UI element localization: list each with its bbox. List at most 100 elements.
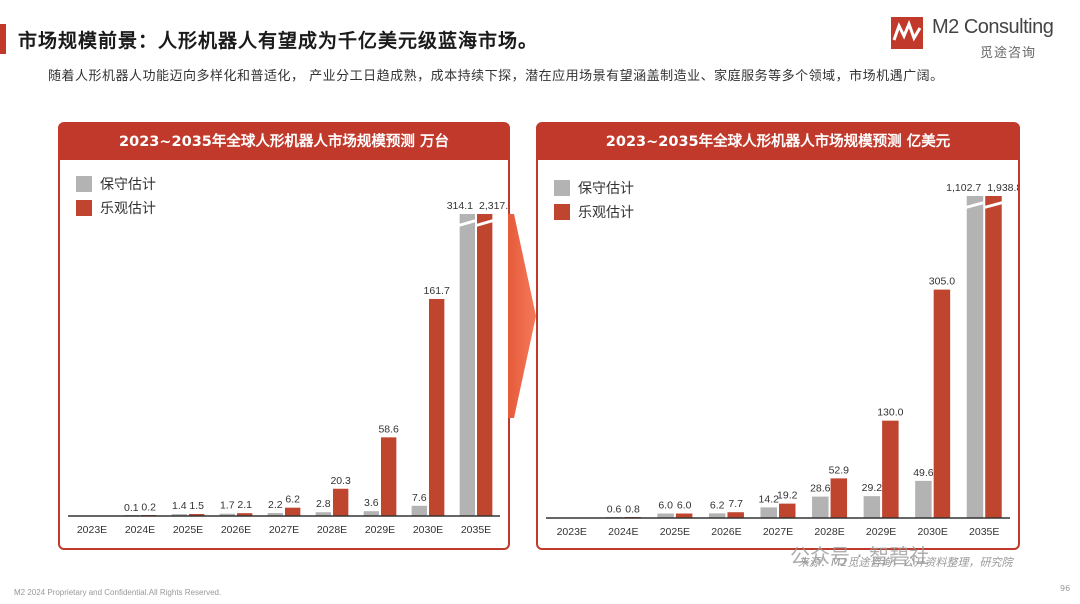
data-label: 0.6	[607, 504, 622, 516]
axis-break-mark	[476, 219, 494, 227]
page-title: 市场规模前景：人形机器人有望成为千亿美元级蓝海市场。	[18, 30, 539, 52]
legend-swatch	[76, 200, 92, 216]
x-tick-label: 2029E	[365, 524, 395, 536]
data-label: 29.2	[862, 482, 883, 494]
legend-swatch	[76, 176, 92, 192]
x-tick-label: 2026E	[221, 524, 251, 536]
bar	[459, 214, 475, 516]
x-tick-label: 2028E	[814, 526, 844, 538]
bar	[727, 512, 744, 518]
logo-text-en: M2 Consulting	[932, 16, 1054, 38]
data-label: 7.6	[412, 492, 427, 504]
bar	[760, 507, 777, 518]
legend-swatch	[554, 204, 570, 220]
legend-swatch	[554, 180, 570, 196]
source-note: 来源：M2觅途咨询，公开资料整理，研究院	[798, 556, 1013, 569]
bar	[189, 513, 205, 516]
x-tick-label: 2030E	[917, 526, 947, 538]
bar	[882, 420, 899, 518]
bar	[315, 512, 331, 516]
axis-break-mark	[984, 201, 1003, 209]
bar	[675, 513, 693, 518]
bar	[830, 478, 848, 518]
data-label: 2.2	[268, 499, 283, 511]
data-label: 0.2	[141, 502, 156, 514]
legend-label: 保守估计	[578, 180, 634, 196]
bar	[171, 514, 187, 516]
bar	[429, 298, 445, 516]
x-tick-label: 2027E	[763, 526, 793, 538]
x-tick-label: 2024E	[608, 526, 638, 538]
x-tick-label: 2030E	[413, 524, 443, 536]
data-label: 58.6	[378, 423, 399, 435]
x-tick-label: 2026E	[711, 526, 741, 538]
bar	[237, 513, 253, 516]
data-label: 2.1	[237, 499, 252, 511]
legend-label: 保守估计	[100, 176, 156, 192]
bar	[219, 513, 235, 516]
bar	[863, 496, 881, 518]
data-label: 1.7	[220, 500, 235, 512]
watermark-text: 公众号 · 智碧社	[790, 544, 930, 568]
legend-label: 乐观估计	[100, 200, 156, 216]
data-label: 1.4	[172, 500, 187, 512]
chart-title-revenue: 2023~2035年全球人形机器人市场规模预测 亿美元	[538, 124, 1018, 160]
x-tick-label: 2035E	[461, 524, 491, 536]
bar	[812, 496, 829, 518]
axis-break-mark	[458, 219, 476, 227]
bar	[915, 480, 932, 518]
data-label: 19.2	[777, 490, 798, 502]
data-label: 1.5	[189, 500, 204, 512]
bar	[933, 289, 951, 518]
data-label: 1,938.8	[987, 182, 1018, 194]
page-number: 96	[1060, 584, 1071, 593]
bar	[381, 437, 397, 516]
title-accent-bar	[0, 24, 6, 54]
logo-text-cn: 觅途咨询	[980, 46, 1037, 61]
legend-label: 乐观估计	[578, 204, 634, 220]
bar	[985, 196, 1002, 518]
data-label: 0.8	[625, 503, 640, 515]
data-label: 130.0	[877, 407, 903, 419]
bar	[657, 513, 674, 518]
data-label: 6.0	[677, 500, 692, 512]
x-tick-label: 2029E	[866, 526, 896, 538]
bar	[411, 505, 427, 516]
m2-logo-icon	[891, 17, 923, 49]
data-label: 314.1	[447, 200, 473, 212]
bar	[363, 511, 379, 516]
data-label: 20.3	[330, 475, 351, 487]
chart-panel-revenue: 2023~2035年全球人形机器人市场规模预测 亿美元 保守估计乐观估计 2023…	[536, 122, 1020, 550]
bar	[779, 503, 796, 518]
data-label: 49.6	[913, 467, 934, 479]
data-label: 6.2	[285, 494, 300, 506]
intro-paragraph: 随着人形机器人功能迈向多样化和普适化， 产业分工日趋成熟，成本持续下探，潜在应用…	[48, 69, 944, 84]
chart-title-units: 2023~2035年全球人形机器人市场规模预测 万台	[60, 124, 508, 160]
data-label: 0.1	[124, 502, 139, 514]
x-tick-label: 2025E	[173, 524, 203, 536]
bar	[267, 513, 283, 516]
data-label: 6.0	[658, 500, 673, 512]
transition-arrow-icon	[508, 214, 536, 418]
x-tick-label: 2027E	[269, 524, 299, 536]
bar	[708, 513, 726, 518]
data-label: 161.7	[424, 285, 450, 297]
footer-copyright: M2 2024 Proprietary and Confidential.All…	[14, 588, 222, 597]
data-label: 14.2	[759, 493, 780, 505]
bar	[285, 507, 301, 516]
bar	[477, 214, 493, 516]
x-tick-label: 2023E	[557, 526, 587, 538]
data-label: 28.6	[810, 483, 831, 495]
data-label: 6.2	[710, 499, 725, 511]
data-label: 3.6	[364, 497, 379, 509]
data-label: 7.7	[728, 498, 743, 510]
bar	[333, 488, 349, 516]
x-tick-label: 2023E	[77, 524, 107, 536]
axis-break-mark	[965, 201, 985, 209]
company-logo: M2 Consulting 觅途咨询	[890, 14, 1070, 64]
x-tick-label: 2025E	[660, 526, 690, 538]
x-tick-label: 2035E	[969, 526, 999, 538]
chart-panel-units: 2023~2035年全球人形机器人市场规模预测 万台 保守估计乐观估计 2023E…	[58, 122, 510, 550]
bar	[966, 196, 984, 518]
